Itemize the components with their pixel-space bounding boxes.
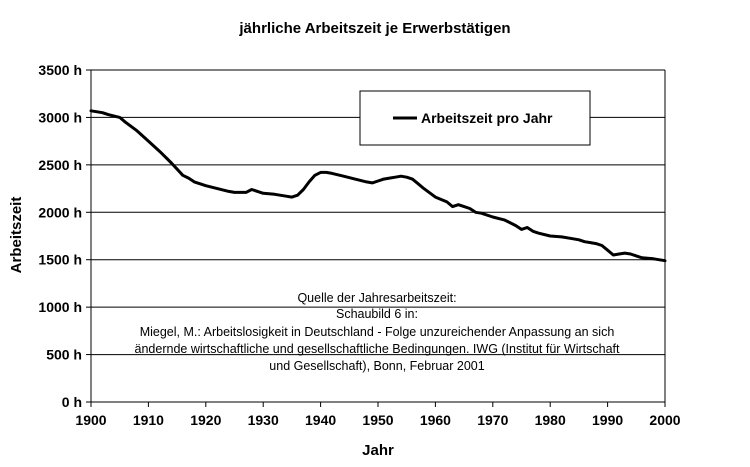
x-axis-title: Jahr	[362, 442, 394, 459]
annotation-line: und Gesellschaft), Bonn, Februar 2001	[269, 359, 484, 373]
x-tick-label: 1990	[592, 412, 623, 428]
series-group	[89, 109, 667, 263]
annotation-line: Miegel, M.: Arbeitslosigkeit in Deutschl…	[140, 325, 615, 339]
x-tick-label: 1980	[535, 412, 566, 428]
y-axis-title: Arbeitszeit	[8, 197, 25, 274]
x-tick-label: 1910	[133, 412, 164, 428]
series-line	[89, 109, 667, 263]
y-tick-label: 3000 h	[38, 109, 82, 125]
legend-label: Arbeitszeit pro Jahr	[421, 110, 553, 126]
chart-title: jährliche Arbeitszeit je Erwerbstätigen	[238, 20, 510, 37]
legend: Arbeitszeit pro Jahr	[359, 90, 591, 146]
x-tick-label: 1920	[190, 412, 221, 428]
annotation-line: ändernde wirtschaftliche und gesellschaf…	[135, 342, 620, 356]
x-tick-label: 1900	[75, 412, 106, 428]
y-tick-label: 1000 h	[38, 299, 82, 315]
x-tick-label: 1930	[248, 412, 279, 428]
y-axis: 0 h 500 h 1000 h 1500 h 2000 h 2500 h 3000 h 35…	[38, 62, 91, 410]
x-tick-label: 1940	[305, 412, 336, 428]
x-axis: 1900 1910 1920 1930 1940 1950 1960 1970 1980 1990…	[75, 402, 681, 428]
y-tick-label: 500 h	[46, 347, 82, 363]
x-tick-label: 1970	[477, 412, 508, 428]
y-tick-label: 0 h	[62, 394, 82, 410]
y-tick-label: 2000 h	[38, 204, 82, 220]
x-tick-label: 1950	[362, 412, 393, 428]
annotation-line: Quelle der Jahresarbeitszeit:	[297, 291, 456, 305]
y-tick-label: 2500 h	[38, 157, 82, 173]
source-annotation: Quelle der Jahresarbeitszeit: Schaubild 6…	[135, 291, 620, 373]
y-tick-label: 1500 h	[38, 252, 82, 268]
annotation-line: Schaubild 6 in:	[336, 307, 418, 321]
x-tick-label: 1960	[420, 412, 451, 428]
x-tick-label: 2000	[649, 412, 680, 428]
y-tick-label: 3500 h	[38, 62, 82, 78]
